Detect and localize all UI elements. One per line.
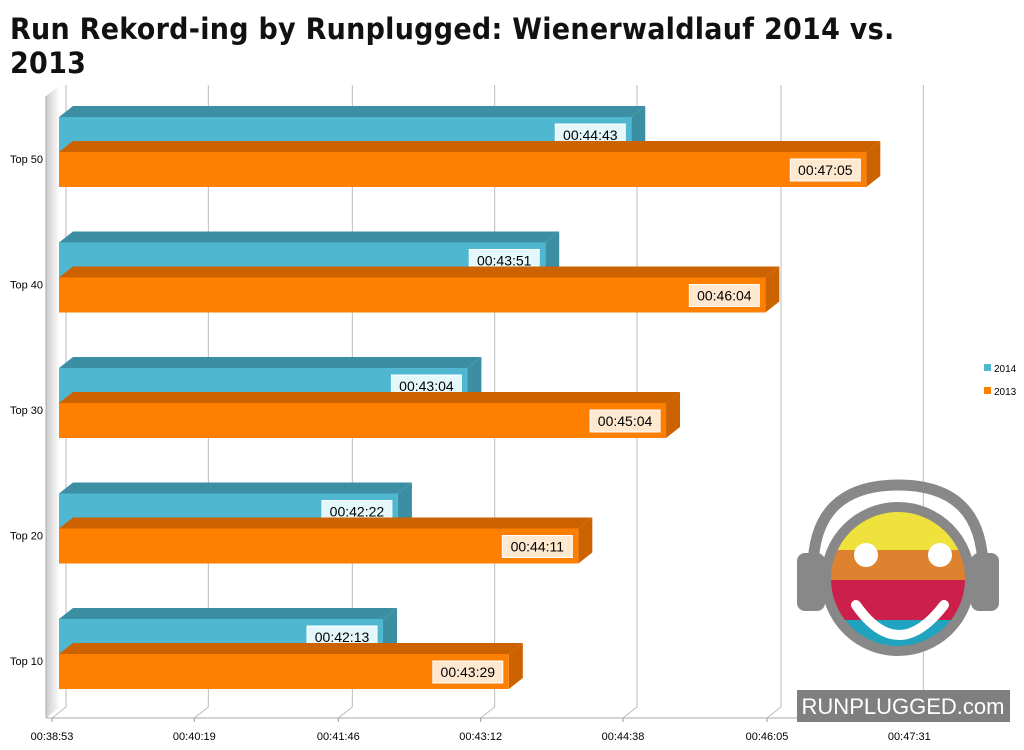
data-label-box	[589, 409, 661, 433]
x-tick-label: 00:40:19	[173, 731, 216, 743]
data-label: 00:44:43	[563, 127, 618, 143]
data-label: 00:45:04	[598, 413, 653, 429]
bar-side-2013	[578, 517, 593, 564]
bar-side-2014	[397, 482, 412, 529]
bar-top-2013	[59, 266, 780, 278]
x-tick-label: 00:38:53	[31, 731, 74, 743]
data-label: 00:43:29	[441, 664, 496, 680]
data-label-box	[432, 660, 504, 684]
bar-2013	[59, 403, 667, 438]
bar-top-2014	[59, 357, 482, 368]
bar-side-2014	[383, 608, 398, 654]
bar-side-2014	[467, 357, 482, 403]
bar-top-2014	[59, 482, 412, 494]
earcup-left	[797, 553, 825, 611]
data-label-box	[688, 284, 760, 307]
bar-top-2013	[59, 517, 593, 529]
y-category-label: Top 30	[10, 405, 43, 417]
bar-top-2013	[59, 392, 681, 403]
face-stripe	[828, 550, 968, 580]
face-stripe	[828, 580, 968, 620]
gridline-depth	[194, 706, 209, 719]
data-label: 00:47:05	[798, 162, 853, 178]
bar-2013	[59, 277, 766, 313]
bar-2013	[59, 528, 579, 564]
bar-top-2013	[59, 141, 881, 152]
bar-side-2013	[765, 266, 780, 313]
data-label: 00:43:51	[477, 253, 532, 269]
smile	[851, 600, 949, 640]
logo-banner	[797, 690, 1010, 722]
x-tick-label: 00:47:31	[888, 731, 931, 743]
eye	[854, 543, 878, 567]
bar-top-2014	[59, 231, 560, 243]
bar-top-2013	[59, 643, 523, 654]
data-label: 00:42:13	[315, 629, 370, 645]
face-ring	[821, 502, 975, 656]
legend-label: 2013	[994, 387, 1017, 398]
gridline-depth	[51, 706, 67, 719]
headphone-band	[807, 479, 989, 571]
legend-swatch	[984, 364, 991, 371]
y-category-label: Top 40	[10, 280, 43, 292]
data-label: 00:46:04	[697, 288, 752, 304]
bar-side-2013	[866, 141, 881, 187]
gridline-depth	[622, 706, 638, 719]
legend-label: 2014	[994, 364, 1017, 375]
y-category-label: Top 20	[10, 531, 43, 543]
bar-side-2014	[545, 231, 560, 278]
y-category-label: Top 50	[10, 154, 43, 166]
left-wall	[46, 85, 60, 718]
gridline-depth	[338, 706, 353, 719]
chart-title: Run Rekord-ing by Runplugged: Wienerwald…	[10, 12, 895, 80]
x-tick-label: 00:43:12	[459, 731, 502, 743]
x-tick-label: 00:46:05	[746, 731, 789, 743]
legend-swatch	[984, 387, 991, 394]
data-label-box	[789, 158, 861, 182]
runplugged-logo: RUNPLUGGED.com	[797, 479, 1010, 722]
bar-top-2014	[59, 106, 646, 117]
data-label: 00:42:22	[330, 504, 385, 520]
bar-side-2013	[508, 643, 523, 689]
bar-top-2014	[59, 608, 398, 619]
earcup-right	[971, 553, 999, 611]
x-tick-label: 00:41:46	[317, 731, 360, 743]
bar-side-2014	[631, 106, 646, 152]
y-category-label: Top 10	[10, 656, 43, 668]
data-label: 00:43:04	[399, 378, 454, 394]
bar-2013	[59, 152, 867, 187]
bar-side-2013	[666, 392, 681, 438]
eye	[928, 543, 952, 567]
x-tick-label: 00:44:38	[602, 731, 645, 743]
logo-text: RUNPLUGGED.com	[802, 694, 1005, 719]
data-label-box	[501, 535, 573, 558]
data-label: 00:44:11	[511, 539, 565, 555]
gridline-depth	[766, 706, 782, 719]
gridline-depth	[480, 706, 495, 719]
